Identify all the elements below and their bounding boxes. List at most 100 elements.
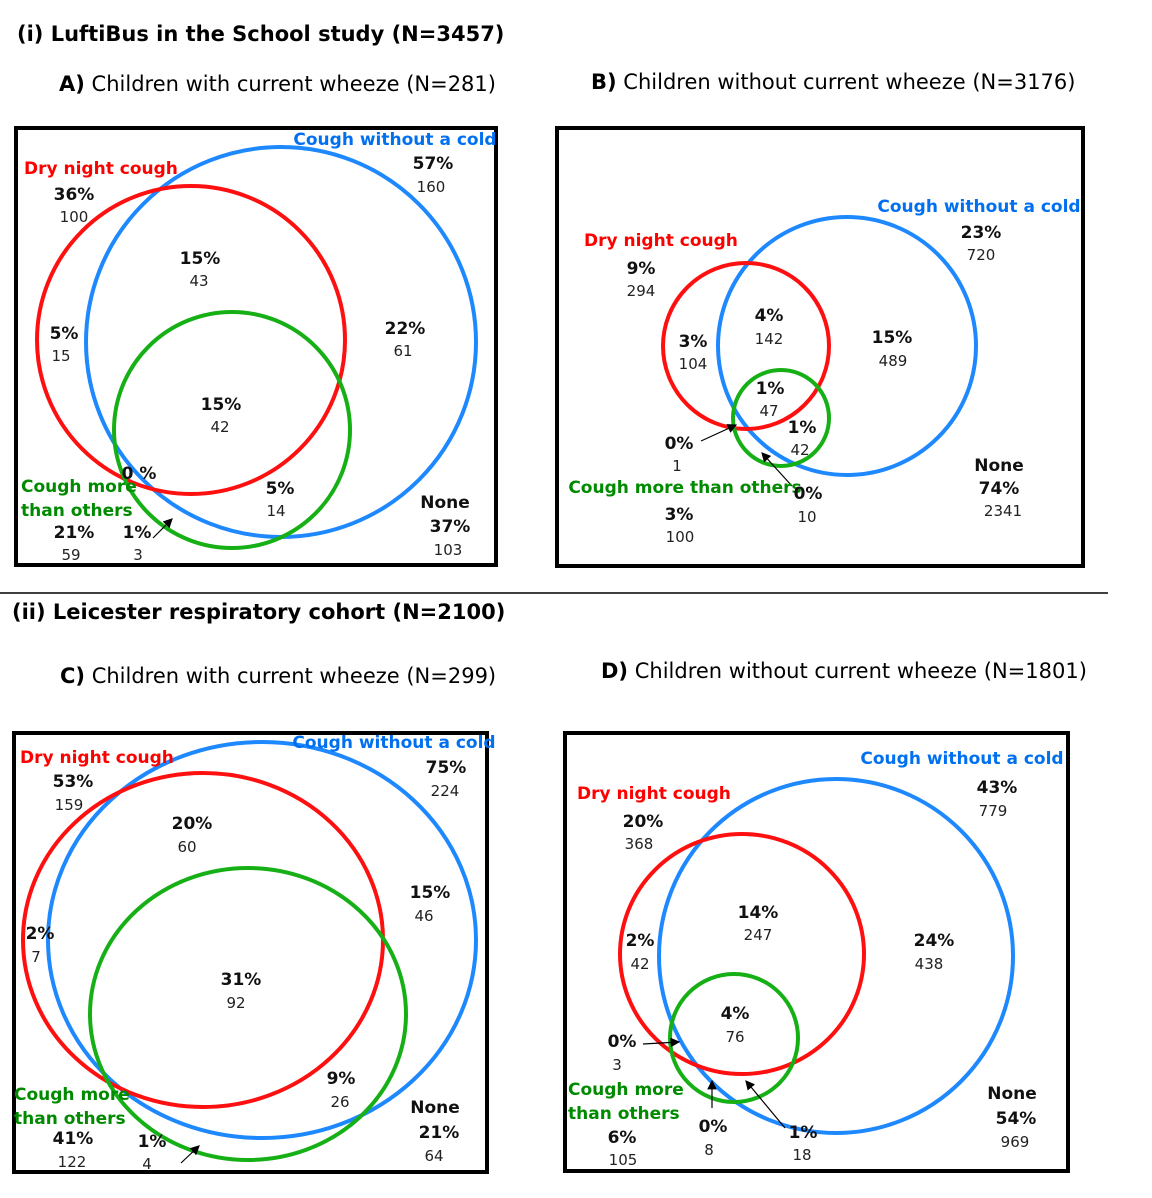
panel-letter: D) — [601, 659, 628, 683]
section-title: (i) LuftiBus in the School study (N=3457… — [17, 22, 504, 46]
set-label-cough-without-cold: Cough without a cold — [292, 733, 495, 753]
panel-title-text: Children with current wheeze (N=281) — [92, 72, 496, 96]
region-percent: 4% — [721, 1004, 750, 1024]
panel-title: C) Children with current wheeze (N=299) — [60, 664, 496, 688]
section-title: (ii) Leicester respiratory cohort (N=210… — [12, 600, 505, 624]
set-label-none: None — [987, 1084, 1037, 1104]
set-label-cough-more: than others — [21, 501, 133, 521]
set-label-none: None — [974, 456, 1024, 476]
set-label-dry-night-cough: Dry night cough — [577, 784, 731, 804]
none-total-count: 103 — [434, 541, 463, 559]
region-count: 8 — [704, 1141, 714, 1159]
region-count: 247 — [744, 926, 773, 944]
none-total-count: 969 — [1001, 1133, 1030, 1151]
none-total-count: 2341 — [984, 502, 1022, 520]
more-total-count: 59 — [61, 546, 80, 564]
region-percent: 0% — [699, 1117, 728, 1137]
region-count: 61 — [393, 342, 412, 360]
panel-d-frame — [563, 731, 1070, 1173]
region-count: 18 — [792, 1146, 811, 1164]
region-percent: 1% — [138, 1132, 167, 1152]
region-count: 26 — [330, 1093, 349, 1111]
set-label-dry-night-cough: Dry night cough — [20, 748, 174, 768]
cough-total-count: 160 — [417, 178, 446, 196]
set-label-cough-without-cold: Cough without a cold — [877, 197, 1080, 217]
circle-dry-night-cough — [618, 832, 866, 1076]
region-percent: 1% — [123, 523, 152, 543]
arrow — [700, 424, 738, 442]
region-percent: 2% — [26, 924, 55, 944]
region-count: 3 — [133, 546, 143, 564]
region-percent: 2% — [626, 931, 655, 951]
panel-title: A) Children with current wheeze (N=281) — [59, 72, 496, 96]
circle-cough-more — [112, 310, 352, 550]
region-count: 3 — [612, 1056, 622, 1074]
set-label-none: None — [410, 1098, 460, 1118]
region-percent: 22% — [385, 319, 426, 339]
panel-letter: B) — [591, 70, 617, 94]
region-count: 43 — [189, 272, 208, 290]
region-percent: 1% — [756, 379, 785, 399]
region-percent: 0 % — [122, 464, 157, 484]
panel-c — [12, 731, 489, 1174]
none-total-percent: 54% — [996, 1109, 1037, 1129]
region-count: 42 — [630, 955, 649, 973]
region-count: 42 — [790, 441, 809, 459]
dry-total-count: 294 — [627, 282, 656, 300]
set-label-dry-night-cough: Dry night cough — [24, 159, 178, 179]
panel-letter: A) — [59, 72, 85, 96]
circle-dry-night-cough — [661, 261, 831, 431]
more-total-percent: 41% — [53, 1129, 94, 1149]
panel-title: B) Children without current wheeze (N=31… — [591, 70, 1075, 94]
region-count: 7 — [31, 948, 41, 966]
dry-total-percent: 36% — [54, 185, 95, 205]
region-percent: 4% — [755, 306, 784, 326]
region-count: 14 — [266, 502, 285, 520]
region-count: 46 — [414, 907, 433, 925]
region-percent: 15% — [180, 249, 221, 269]
arrow — [761, 452, 793, 487]
region-percent: 31% — [221, 970, 262, 990]
region-count: 142 — [755, 330, 784, 348]
circle-dry-night-cough — [35, 184, 347, 496]
region-count: 438 — [915, 955, 944, 973]
set-label-cough-more: Cough more — [14, 1085, 130, 1105]
panel-title: D) Children without current wheeze (N=18… — [601, 659, 1087, 683]
none-total-percent: 37% — [430, 517, 471, 537]
region-percent: 0% — [608, 1032, 637, 1052]
region-percent: 1% — [788, 418, 817, 438]
arrow — [152, 518, 173, 539]
set-label-cough-more: than others — [14, 1109, 126, 1129]
cough-total-percent: 57% — [413, 154, 454, 174]
circle-cough-without-cold — [46, 740, 478, 1140]
region-percent: 15% — [410, 883, 451, 903]
cough-total-count: 720 — [967, 246, 996, 264]
set-label-cough-without-cold: Cough without a cold — [860, 749, 1063, 769]
arrow — [745, 1080, 786, 1129]
cough-total-count: 224 — [431, 782, 460, 800]
set-label-dry-night-cough: Dry night cough — [584, 231, 738, 251]
region-percent: 0% — [665, 434, 694, 454]
cough-total-percent: 23% — [961, 223, 1002, 243]
set-label-cough-more: than others — [568, 1104, 680, 1124]
region-count: 10 — [797, 508, 816, 526]
arrow — [180, 1145, 200, 1164]
region-percent: 15% — [872, 328, 913, 348]
dry-total-count: 159 — [55, 796, 84, 814]
region-percent: 20% — [172, 814, 213, 834]
more-total-percent: 21% — [54, 523, 95, 543]
set-label-cough-without-cold: Cough without a cold — [293, 130, 496, 150]
cough-total-count: 779 — [979, 802, 1008, 820]
panel-d — [563, 731, 1070, 1173]
region-percent: 24% — [914, 931, 955, 951]
more-total-count: 100 — [666, 528, 695, 546]
arrow — [642, 1037, 681, 1048]
region-count: 15 — [51, 347, 70, 365]
region-count: 60 — [177, 838, 196, 856]
region-percent: 5% — [266, 479, 295, 499]
panel-a-frame — [14, 126, 498, 567]
region-percent: 1% — [789, 1123, 818, 1143]
region-count: 4 — [142, 1155, 152, 1173]
dry-total-percent: 9% — [627, 259, 656, 279]
cough-total-percent: 43% — [977, 778, 1018, 798]
